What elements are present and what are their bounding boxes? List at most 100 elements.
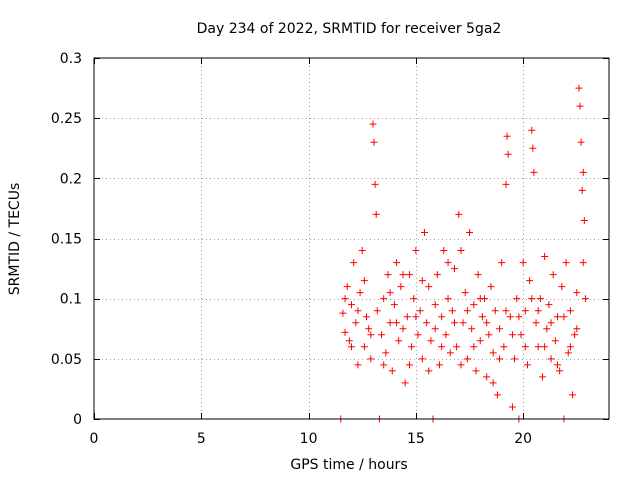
data-point — [547, 355, 555, 363]
data-point — [498, 259, 506, 267]
data-point — [519, 259, 527, 267]
data-point — [408, 343, 416, 351]
data-point — [579, 259, 587, 267]
data-point — [500, 343, 508, 351]
data-point — [440, 247, 448, 255]
data-point — [425, 367, 433, 375]
x-tick-label: 5 — [197, 431, 206, 447]
data-point — [470, 343, 478, 351]
data-point — [556, 367, 564, 375]
data-point — [369, 120, 377, 128]
data-point — [405, 361, 413, 369]
data-point — [371, 180, 379, 188]
data-point — [530, 168, 538, 176]
data-point — [511, 355, 519, 363]
y-tick-label: 0.1 — [60, 292, 82, 308]
data-point — [431, 301, 439, 309]
data-point — [378, 331, 386, 339]
data-point — [577, 138, 585, 146]
data-point — [423, 319, 431, 327]
data-point — [566, 307, 574, 315]
data-point — [410, 295, 418, 303]
data-point — [372, 210, 380, 218]
data-point — [554, 361, 561, 369]
data-point — [360, 343, 368, 351]
data-point — [453, 343, 461, 351]
data-point — [489, 349, 497, 357]
data-point — [397, 283, 405, 291]
data-point — [380, 295, 388, 303]
data-point — [399, 325, 407, 333]
data-point — [472, 367, 480, 375]
data-point — [541, 343, 549, 351]
data-point — [532, 319, 540, 327]
data-point — [534, 307, 542, 315]
data-point — [579, 168, 587, 176]
data-point — [354, 361, 362, 369]
data-point — [393, 259, 401, 267]
data-point — [571, 331, 579, 339]
data-point — [476, 295, 484, 303]
data-point — [551, 337, 559, 345]
data-point — [448, 307, 456, 315]
data-point — [503, 132, 511, 140]
data-point — [438, 343, 446, 351]
data-point — [382, 349, 390, 357]
data-point — [470, 301, 478, 309]
data-point — [425, 283, 433, 291]
data-point — [463, 307, 471, 315]
y-tick-label: 0.15 — [51, 232, 82, 248]
data-point — [444, 259, 452, 267]
data-point — [360, 277, 368, 285]
data-point — [502, 307, 510, 315]
data-point — [566, 343, 574, 351]
data-point — [547, 319, 555, 327]
data-point — [418, 355, 426, 363]
data-point — [348, 301, 355, 309]
data-point — [543, 325, 551, 333]
data-point — [352, 319, 360, 327]
data-point — [491, 307, 499, 315]
x-tick-label: 15 — [407, 431, 425, 447]
y-tick-label: 0.2 — [60, 171, 82, 187]
data-point — [496, 325, 504, 333]
data-point — [412, 313, 420, 321]
y-tick-label: 0.05 — [51, 352, 82, 368]
data-point — [431, 325, 439, 333]
data-point — [474, 271, 482, 279]
data-point — [560, 313, 568, 321]
data-point — [521, 343, 529, 351]
plot-frame — [93, 57, 610, 420]
data-point — [457, 361, 465, 369]
data-point — [403, 313, 411, 321]
data-point — [521, 307, 529, 315]
data-point — [343, 283, 351, 291]
data-point — [455, 210, 463, 218]
data-point — [393, 319, 401, 327]
x-axis-label: GPS time / hours — [290, 457, 407, 473]
data-point — [367, 331, 375, 339]
x-tick-label: 20 — [514, 431, 532, 447]
data-point — [451, 319, 458, 327]
data-point — [573, 325, 581, 333]
data-point — [365, 325, 373, 333]
data-point — [435, 361, 443, 369]
data-point — [354, 307, 362, 315]
data-point — [466, 228, 474, 236]
data-point — [459, 319, 467, 327]
data-point — [575, 84, 583, 92]
data-point — [489, 379, 497, 387]
data-point — [341, 295, 349, 303]
data-point — [485, 331, 493, 339]
data-point — [416, 307, 424, 315]
data-point — [401, 379, 409, 387]
data-point — [463, 355, 471, 363]
tick-layer: 0 5 10 15 20 0 0.05 0.1 0.15 0.2 0.25 0.3 — [51, 51, 609, 447]
data-point — [517, 331, 525, 339]
data-point — [418, 277, 426, 285]
data-point — [534, 343, 542, 351]
data-point — [581, 295, 589, 303]
x-tick-label: 10 — [300, 431, 318, 447]
